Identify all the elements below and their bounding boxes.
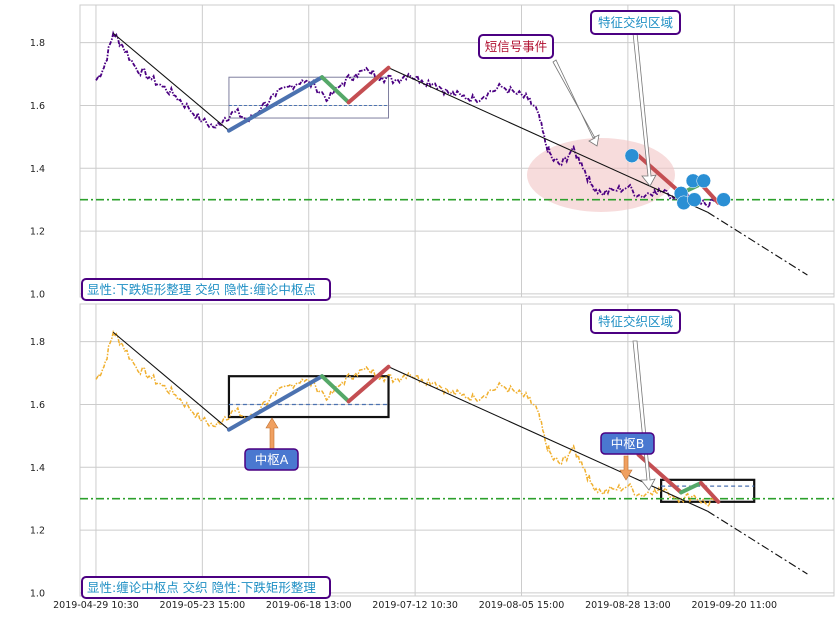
- center-a-arrow: [265, 417, 279, 450]
- zhongshu-segment: [679, 480, 704, 495]
- x-tick-label: 2019-05-23 15:00: [160, 600, 246, 611]
- zhongshu-segment: [226, 374, 325, 432]
- y-tick-label: 1.8: [30, 337, 45, 348]
- top-feature-zone-text: 特征交织区域: [598, 15, 673, 30]
- center-a-label: 中枢A: [244, 448, 299, 471]
- y-tick-label: 1.0: [30, 289, 45, 300]
- trend-line: [707, 211, 808, 276]
- y-tick-label: 1.4: [30, 164, 45, 175]
- y-tick-label: 1.6: [30, 400, 45, 411]
- bottom-caption-text: 显性:缠论中枢点 交织 隐性:下跌矩形整理: [87, 580, 316, 595]
- zhongshu-segment: [346, 364, 391, 404]
- trend-line: [112, 331, 230, 431]
- top-center-box: [228, 76, 390, 119]
- center-b-text: 中枢B: [611, 436, 645, 451]
- x-tick-label: 2019-09-20 11:00: [691, 600, 777, 611]
- y-tick-label: 1.8: [30, 38, 45, 49]
- event-point: [624, 148, 640, 163]
- top-y-ticks: 1.0 1.2 1.4 1.6 1.8: [30, 38, 45, 300]
- top-plot-frame: [79, 4, 835, 298]
- top-callout-arrows: [552, 32, 657, 187]
- x-tick-label: 2019-08-28 13:00: [585, 600, 671, 611]
- top-caption: 显性:下跌矩形整理 交织 隐性:缠论中枢点: [81, 278, 331, 301]
- short-signal-text: 短信号事件: [485, 39, 548, 54]
- short-signal-arrow: [552, 59, 600, 147]
- center-b-arrow: [619, 455, 633, 481]
- bottom-panel: 1.0 1.2 1.4 1.6 1.8 特征交织区域 中枢A 中枢B 显性:缠论中枢点 …: [30, 303, 835, 599]
- y-tick-label: 1.6: [30, 101, 45, 112]
- zhongshu-segment: [699, 480, 721, 504]
- y-tick-label: 1.4: [30, 463, 45, 474]
- bottom-y-ticks: 1.0 1.2 1.4 1.6 1.8: [30, 337, 45, 599]
- bottom-feature-zone-label: 特征交织区域: [590, 309, 681, 334]
- trend-line: [388, 366, 708, 512]
- bottom-caption: 显性:缠论中枢点 交织 隐性:下跌矩形整理: [81, 576, 331, 599]
- trend-line: [707, 510, 808, 575]
- event-point: [716, 192, 731, 207]
- x-tick-label: 2019-04-29 10:30: [53, 600, 139, 611]
- trend-line: [112, 32, 230, 132]
- short-signal-label: 短信号事件: [478, 34, 554, 59]
- x-tick-label: 2019-07-12 10:30: [372, 600, 458, 611]
- x-axis-labels: 2019-04-29 10:30 2019-05-23 15:00 2019-06-…: [53, 600, 777, 611]
- zhongshu-segment: [226, 75, 325, 133]
- bottom-price-line: [95, 329, 715, 509]
- x-tick-label: 2019-08-05 15:00: [479, 600, 565, 611]
- zhongshu-segment: [636, 153, 684, 196]
- event-point: [696, 173, 711, 189]
- event-point: [687, 192, 702, 207]
- bottom-feature-zone-text: 特征交织区域: [598, 314, 673, 329]
- bottom-callout-arrows: [265, 340, 656, 491]
- top-event-points: [624, 148, 731, 211]
- center-b-label: 中枢B: [600, 432, 655, 455]
- center-a-box: [228, 76, 390, 119]
- top-price-line: [95, 30, 716, 210]
- zhongshu-segment: [320, 374, 351, 404]
- center-a-box: [227, 375, 390, 419]
- zhongshu-segment: [320, 75, 351, 105]
- y-tick-label: 1.0: [30, 588, 45, 599]
- trend-line: [388, 67, 708, 213]
- bottom-plot-frame: [79, 303, 835, 597]
- feature-zone-arrow: [632, 32, 657, 187]
- bottom-trend-lines: [112, 331, 808, 575]
- center-a-text: 中枢A: [255, 452, 289, 467]
- y-tick-label: 1.2: [30, 526, 45, 537]
- bottom-feature-zone-arrow: [632, 340, 656, 491]
- top-caption-text: 显性:下跌矩形整理 交织 隐性:缠论中枢点: [87, 282, 316, 297]
- y-tick-label: 1.2: [30, 227, 45, 238]
- top-trend-lines: [112, 32, 808, 276]
- top-panel: 1.0 1.2 1.4 1.6 1.8 短信号事件 特征交织区域 显性:下跌矩形整理 交…: [30, 4, 835, 301]
- zhongshu-segment: [346, 65, 391, 105]
- x-tick-label: 2019-06-18 13:00: [266, 600, 352, 611]
- top-feature-zone-label: 特征交织区域: [590, 10, 681, 35]
